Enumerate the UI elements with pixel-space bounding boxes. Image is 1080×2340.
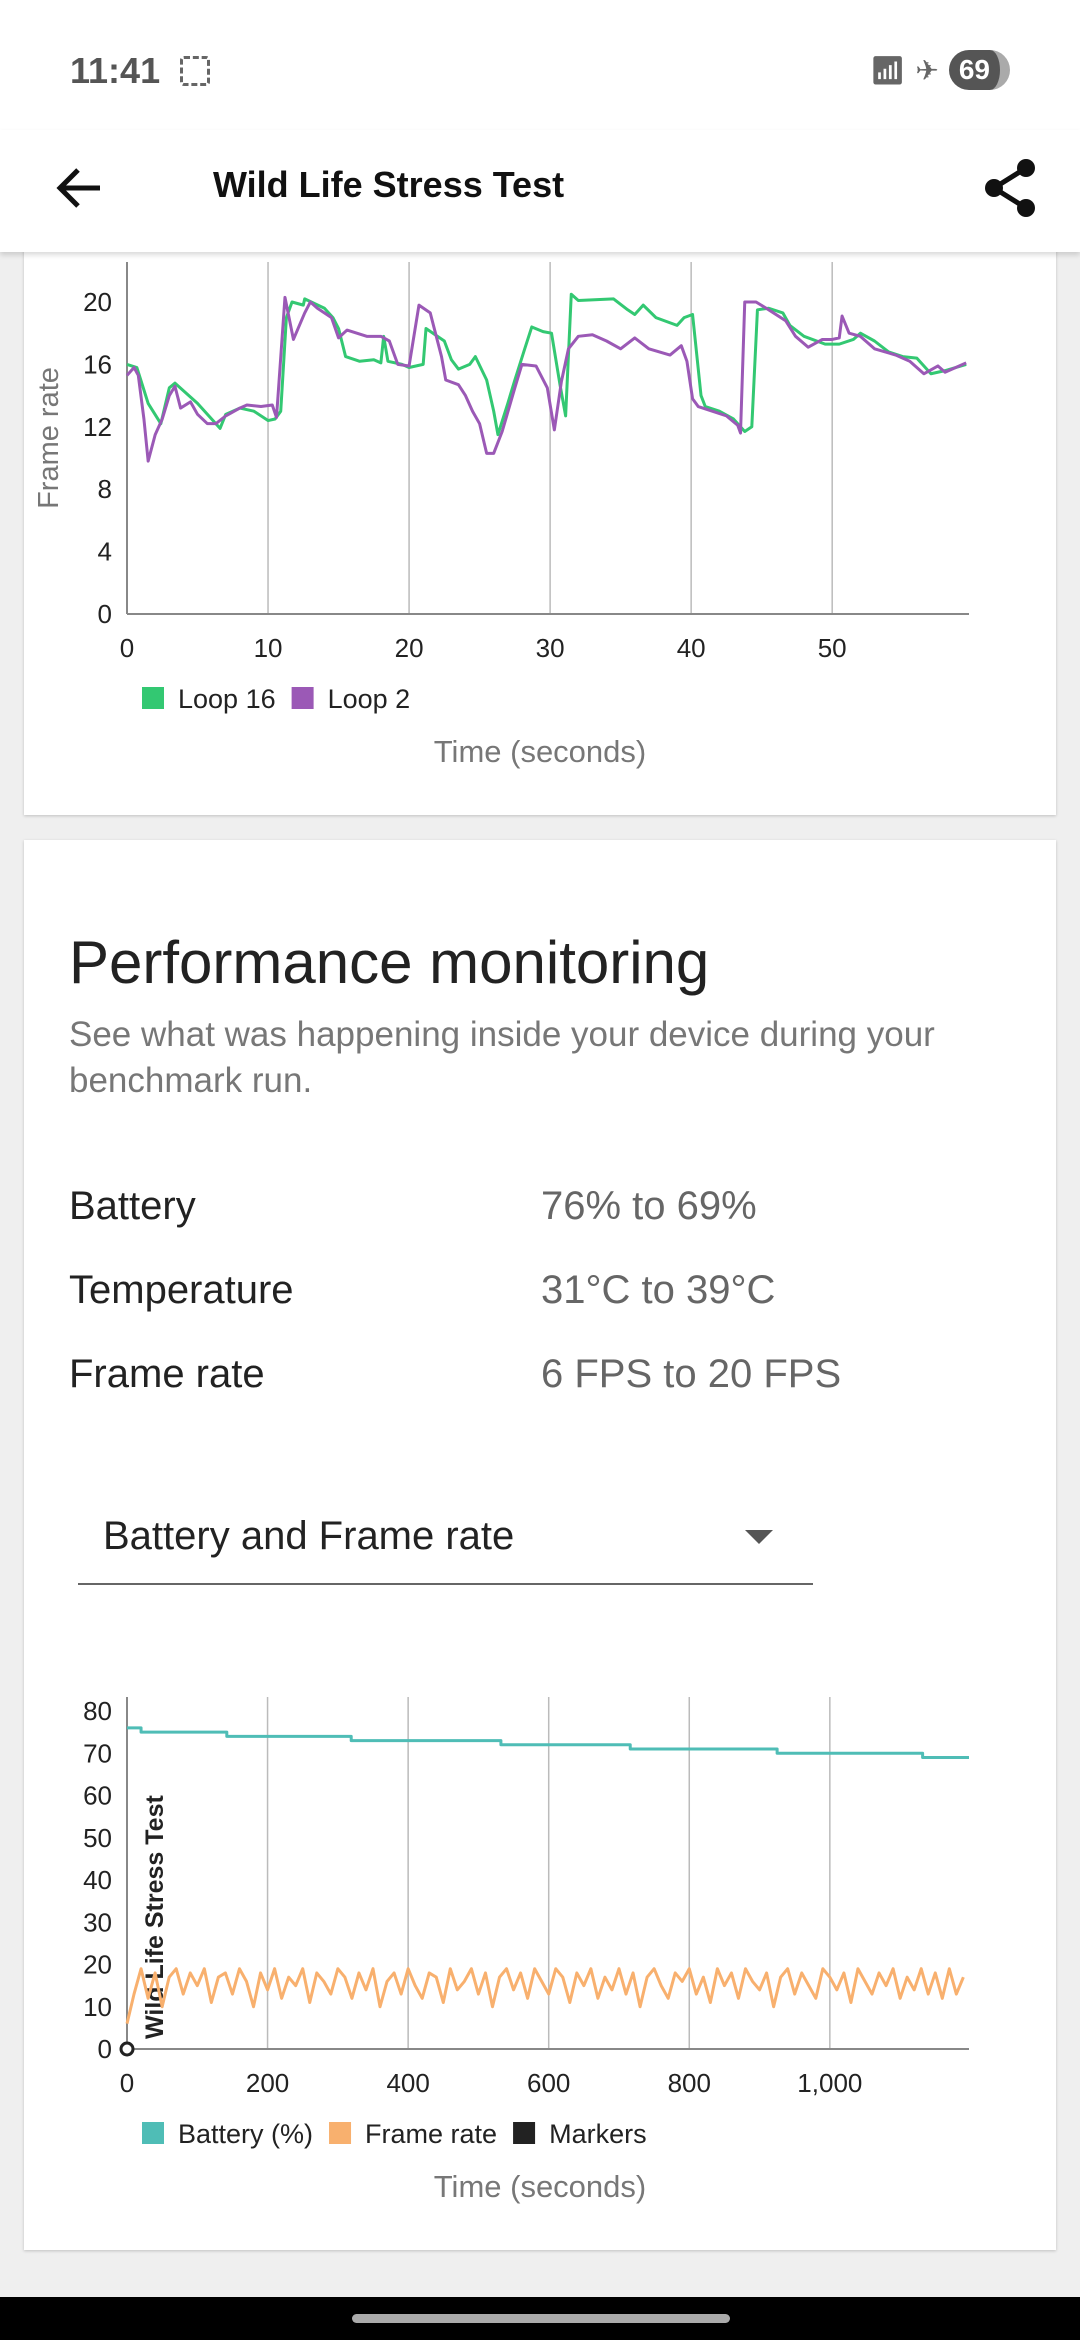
battery-label: Battery: [69, 1184, 196, 1228]
x-tick-label: 600: [527, 2068, 570, 2098]
section-title: Performance monitoring: [69, 929, 710, 996]
y-tick-label: 0: [98, 599, 112, 629]
legend-label: Battery (%): [178, 2119, 313, 2149]
y-tick-label: 20: [83, 287, 112, 317]
y-axis-title: Frame rate: [33, 367, 65, 509]
legend-swatch: [142, 2122, 164, 2144]
dropdown-selected: Battery and Frame rate: [103, 1514, 515, 1558]
y-tick-label: 16: [83, 349, 112, 379]
x-axis-title: Time (seconds): [434, 734, 646, 769]
chart-type-dropdown[interactable]: Battery and Frame rate: [78, 1490, 813, 1585]
x-tick-label: 0: [120, 633, 134, 663]
y-tick-label: 10: [83, 1992, 112, 2022]
wifi-icon: 📶︎: [869, 54, 906, 86]
legend-label: Markers: [549, 2119, 647, 2149]
share-icon[interactable]: [980, 156, 1040, 220]
temperature-label: Temperature: [69, 1268, 294, 1312]
airplane-icon: ✈︎: [915, 54, 939, 86]
battery-icon: 69: [948, 50, 1010, 90]
status-bar: 11:41 📶︎ ✈︎ 69: [0, 0, 1080, 130]
frame-rate-chart-card: 0 10 20 30 40 50 0 4 8 12 16 20 Frame rate Time (seco…: [24, 230, 1056, 815]
legend-swatch: [513, 2122, 536, 2144]
clock: 11:41: [70, 50, 161, 91]
marker-label: Wild Life Stress Test: [141, 1795, 169, 2039]
x-tick-label: 0: [120, 2068, 134, 2098]
x-tick-label: 800: [668, 2068, 711, 2098]
frame-rate-value: 6 FPS to 20 FPS: [541, 1352, 842, 1396]
battery-value: 76% to 69%: [541, 1184, 757, 1228]
marker-point: [119, 2041, 135, 2057]
y-tick-label: 12: [83, 412, 112, 442]
x-tick-label: 10: [254, 633, 283, 663]
y-tick-label: 4: [98, 537, 112, 567]
arrow-left-icon[interactable]: [50, 158, 110, 218]
x-axis-title: Time (seconds): [434, 2169, 646, 2204]
screenshot-icon: [180, 56, 210, 86]
battery-frame-rate-chart: 0 200 400 600 800 1,000 0 10 20 30 40 50 60 70 80 Time …: [83, 1696, 969, 2204]
y-tick-label: 30: [83, 1907, 112, 1937]
x-tick-label: 400: [386, 2068, 429, 2098]
y-tick-label: 8: [98, 474, 112, 504]
y-tick-label: 0: [98, 2034, 112, 2064]
x-tick-label: 50: [818, 633, 847, 663]
navigation-bar: [0, 2297, 1080, 2340]
y-tick-label: 60: [83, 1781, 112, 1811]
series-line-frame-rate: [125, 1967, 965, 2024]
y-tick-label: 50: [83, 1823, 112, 1853]
dropdown-arrow-icon: [745, 1530, 773, 1544]
y-tick-label: 20: [83, 1950, 112, 1980]
page-title: Wild Life Stress Test: [213, 164, 565, 205]
legend-label: Loop 2: [328, 684, 411, 714]
app-bar: Wild Life Stress Test: [0, 130, 1080, 252]
series-line-battery-: [127, 1726, 969, 1759]
legend-swatch: [291, 687, 314, 709]
y-tick-label: 70: [83, 1738, 112, 1768]
y-tick-label: 40: [83, 1865, 112, 1895]
x-tick-label: 200: [246, 2068, 289, 2098]
performance-monitoring-card: Performance monitoring See what was happ…: [24, 840, 1056, 2250]
x-tick-label: 20: [395, 633, 424, 663]
home-handle[interactable]: [352, 2314, 730, 2323]
frame-rate-label: Frame rate: [69, 1352, 265, 1396]
legend-swatch: [142, 687, 164, 709]
x-tick-label: 40: [677, 633, 706, 663]
section-subtitle: See what was happening inside your devic…: [69, 1015, 935, 1100]
y-tick-label: 80: [83, 1696, 112, 1726]
legend-label: Frame rate: [365, 2119, 497, 2149]
system-icons: 📶︎ ✈︎ 69: [870, 50, 1010, 90]
legend-swatch: [329, 2122, 352, 2144]
frame-rate-loop-chart: 0 10 20 30 40 50 0 4 8 12 16 20 Frame rate Time (seco…: [33, 262, 969, 769]
temperature-value: 31°C to 39°C: [541, 1268, 776, 1312]
series-line-loop-16: [126, 292, 967, 437]
legend-label: Loop 16: [178, 684, 276, 714]
x-tick-label: 1,000: [797, 2068, 862, 2098]
series-line-loop-2: [125, 295, 967, 463]
x-tick-label: 30: [536, 633, 565, 663]
